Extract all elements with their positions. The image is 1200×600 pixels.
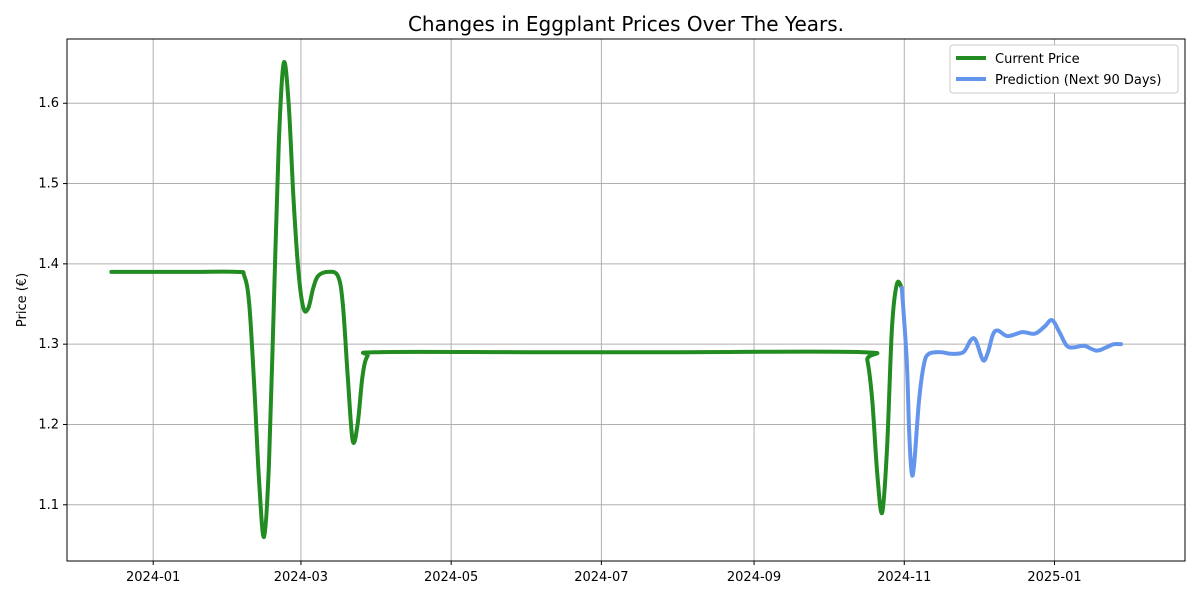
series-line-current-price [109,59,904,539]
y-axis-label: Price (€) [15,273,30,327]
x-tick-label: 2025-01 [1027,570,1081,585]
legend-label-current-price: Current Price [995,52,1080,67]
x-tick-label: 2024-01 [126,570,180,585]
y-tick-label: 1.1 [38,498,59,513]
chart-title: Changes in Eggplant Prices Over The Year… [408,12,844,36]
plot-frame [66,38,1186,562]
y-tick-label: 1.5 [38,177,59,192]
x-tick-label: 2024-03 [274,570,328,585]
x-tick-label: 2024-09 [727,570,781,585]
x-tick-label: 2024-05 [424,570,478,585]
legend-box [949,44,1179,94]
y-tick-label: 1.2 [38,417,59,432]
grid-layer [67,39,1185,561]
legend-label-prediction: Prediction (Next 90 Days) [995,73,1161,88]
tick-layer: 2024-01 2024-03 2024-05 2024-07 2024-09 2024-… [38,96,1081,585]
y-tick-label: 1.4 [38,257,59,272]
x-tick-label: 2024-11 [877,570,931,585]
legend: Current Price Prediction (Next 90 Days) [949,44,1179,94]
series-layer [109,59,1123,539]
y-tick-label: 1.6 [38,96,59,111]
y-tick-label: 1.3 [38,337,59,352]
series-line-prediction [899,285,1123,478]
x-tick-label: 2024-07 [574,570,628,585]
